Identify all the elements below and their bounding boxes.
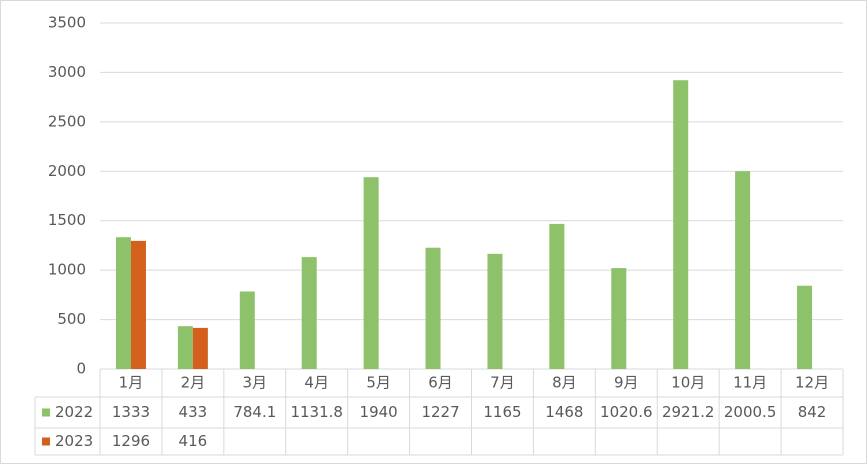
x-tick-label: 12月 bbox=[795, 374, 829, 392]
x-tick-label: 6月 bbox=[428, 374, 453, 392]
bar bbox=[797, 285, 813, 369]
legend-swatch bbox=[42, 437, 50, 446]
table-value: 416 bbox=[179, 432, 208, 450]
bar bbox=[363, 177, 379, 369]
y-tick-label: 0 bbox=[76, 360, 86, 378]
table-value: 1296 bbox=[112, 432, 150, 450]
y-tick-label: 3000 bbox=[48, 63, 86, 81]
bar bbox=[549, 223, 565, 369]
table-value: 1020.6 bbox=[600, 403, 653, 421]
x-tick-label: 3月 bbox=[243, 374, 268, 392]
x-tick-label: 5月 bbox=[366, 374, 391, 392]
table-value: 1227 bbox=[421, 403, 459, 421]
bar bbox=[673, 80, 689, 370]
x-tick-label: 9月 bbox=[614, 374, 639, 392]
table-value: 2921.2 bbox=[662, 403, 715, 421]
y-tick-label: 1500 bbox=[48, 211, 86, 229]
legend-label: 2022 bbox=[55, 403, 93, 421]
table-value: 842 bbox=[798, 403, 827, 421]
y-tick-label: 2500 bbox=[48, 112, 86, 130]
x-tick-label: 11月 bbox=[733, 374, 767, 392]
y-tick-label: 1000 bbox=[48, 261, 86, 279]
bar bbox=[130, 240, 146, 369]
y-tick-label: 3500 bbox=[48, 14, 86, 32]
bar bbox=[735, 171, 751, 369]
legend-label: 2023 bbox=[55, 432, 93, 450]
x-tick-label: 7月 bbox=[490, 374, 515, 392]
bar bbox=[611, 268, 627, 369]
table-value: 1131.8 bbox=[290, 403, 343, 421]
bar bbox=[487, 253, 503, 369]
table-value: 1165 bbox=[483, 403, 521, 421]
x-tick-label: 1月 bbox=[119, 374, 144, 392]
table-value: 433 bbox=[179, 403, 208, 421]
bar bbox=[425, 247, 441, 369]
bar bbox=[301, 257, 317, 369]
x-tick-label: 4月 bbox=[304, 374, 329, 392]
bar bbox=[239, 291, 255, 369]
y-tick-label: 500 bbox=[57, 310, 86, 328]
table-value: 2000.5 bbox=[724, 403, 777, 421]
x-tick-label: 10月 bbox=[671, 374, 705, 392]
y-tick-label: 2000 bbox=[48, 162, 86, 180]
table-value: 784.1 bbox=[233, 403, 276, 421]
x-tick-label: 8月 bbox=[552, 374, 577, 392]
bar bbox=[192, 327, 208, 369]
bar bbox=[115, 237, 131, 369]
table-value: 1940 bbox=[360, 403, 398, 421]
bar bbox=[177, 326, 193, 369]
x-tick-label: 2月 bbox=[181, 374, 206, 392]
table-value: 1468 bbox=[545, 403, 583, 421]
legend-swatch bbox=[42, 408, 50, 417]
table-value: 1333 bbox=[112, 403, 150, 421]
